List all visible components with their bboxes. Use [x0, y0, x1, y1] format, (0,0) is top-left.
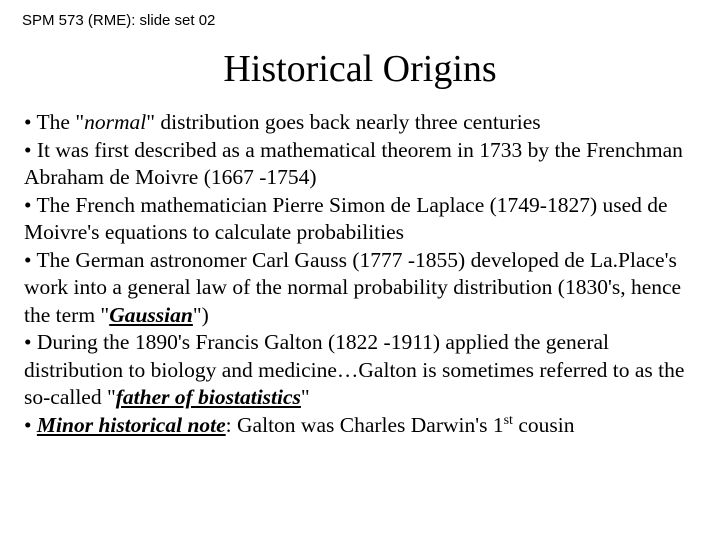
bullet-6-mid: : Galton was Charles Darwin's 1 [226, 413, 504, 437]
bullet-2: • It was first described as a mathematic… [24, 137, 696, 192]
slide-header: SPM 573 (RME): slide set 02 [22, 12, 698, 29]
slide-title: Historical Origins [22, 47, 698, 91]
slide: SPM 573 (RME): slide set 02 Historical O… [0, 0, 720, 540]
bullet-6-end: cousin [513, 413, 575, 437]
bullet-5-father: father of biostatistics [116, 385, 301, 409]
bullet-6-pre: • [24, 413, 37, 437]
slide-body: • The "normal" distribution goes back ne… [22, 109, 698, 439]
bullet-6-minor: Minor historical note [37, 413, 226, 437]
bullet-3: • The French mathematician Pierre Simon … [24, 192, 696, 247]
bullet-1-post: " distribution goes back nearly three ce… [146, 110, 540, 134]
bullet-4-post: ") [193, 303, 209, 327]
bullet-1-normal: normal [84, 110, 146, 134]
bullet-6-sup: st [504, 413, 513, 428]
bullet-1-pre: • The " [24, 110, 84, 134]
bullet-5: • During the 1890's Francis Galton (1822… [24, 329, 696, 412]
bullet-6: • Minor historical note: Galton was Char… [24, 412, 696, 440]
bullet-4-gaussian: Gaussian [109, 303, 193, 327]
bullet-1: • The "normal" distribution goes back ne… [24, 109, 696, 137]
bullet-4: • The German astronomer Carl Gauss (1777… [24, 247, 696, 330]
bullet-5-post: " [301, 385, 310, 409]
